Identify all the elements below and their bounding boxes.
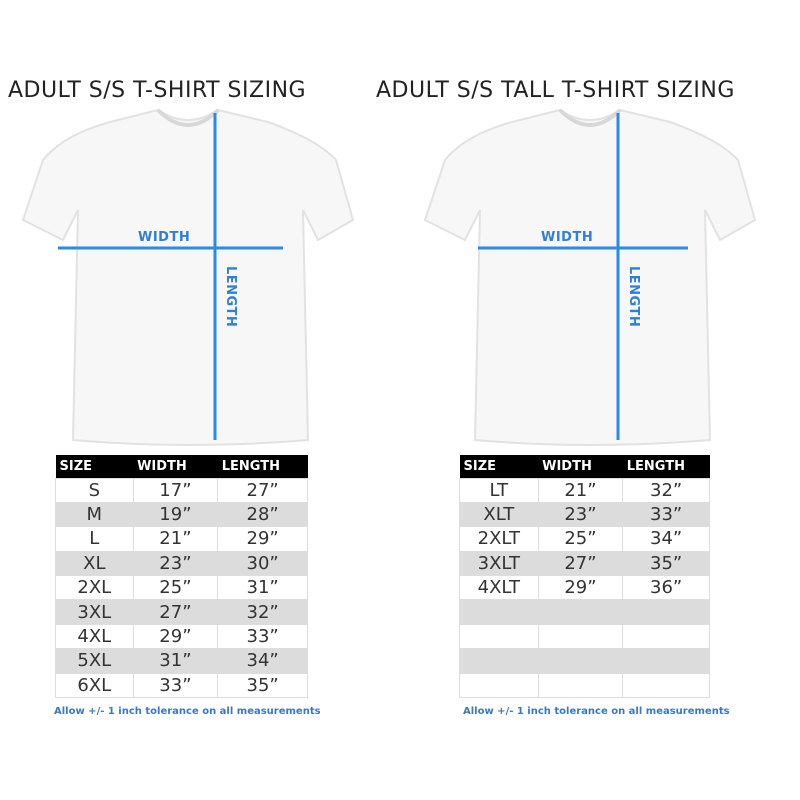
table-cell <box>537 623 624 650</box>
tshirt-image-tall <box>423 108 757 446</box>
table-cell: 34” <box>217 648 308 674</box>
table-cell: 6XL <box>55 672 134 699</box>
table-cell: 27” <box>537 550 624 577</box>
tshirt-image-regular <box>21 108 355 446</box>
column-header: SIZE <box>459 455 539 478</box>
table-row <box>459 648 710 674</box>
table-row: 5XL 31” 34” <box>55 648 308 674</box>
column-header: LENGTH <box>217 455 308 478</box>
table-row: L 21” 29” <box>55 526 308 552</box>
table-row <box>459 672 710 699</box>
table-cell: 19” <box>132 501 219 528</box>
table-cell <box>459 599 539 625</box>
length-label: LENGTH <box>223 266 238 328</box>
table-row: 2XLT 25” 34” <box>459 526 710 552</box>
table-cell: 29” <box>132 623 219 650</box>
table-row: 4XL 29” 33” <box>55 623 308 650</box>
table-cell <box>622 672 710 699</box>
table-cell <box>537 648 624 674</box>
table-cell: 23” <box>132 550 219 577</box>
column-header: SIZE <box>55 455 134 478</box>
table-cell: 31” <box>217 575 308 601</box>
table-cell: LT <box>459 477 539 503</box>
column-header: WIDTH <box>538 455 623 478</box>
table-cell <box>459 623 539 650</box>
size-table-regular: SIZE WIDTH LENGTH S 17” 27” M 19” 28” L 21” 29” XL 23… <box>55 455 308 699</box>
table-cell: 4XL <box>55 623 134 650</box>
table-cell: 2XL <box>55 575 134 601</box>
width-label: WIDTH <box>138 230 191 245</box>
table-cell: 25” <box>132 575 219 601</box>
table-row: 4XLT 29” 36” <box>459 575 710 601</box>
tolerance-note: Allow +/- 1 inch tolerance on all measur… <box>54 706 321 717</box>
column-header: WIDTH <box>133 455 218 478</box>
table-cell: S <box>55 477 134 503</box>
table-cell <box>537 672 624 699</box>
table-cell: 3XL <box>55 599 134 625</box>
table-cell: 21” <box>132 526 219 552</box>
width-label: WIDTH <box>541 230 594 245</box>
table-cell: M <box>55 501 134 528</box>
table-cell: 2XLT <box>459 526 539 552</box>
table-row <box>459 599 710 625</box>
table-row: LT 21” 32” <box>459 477 710 503</box>
table-cell <box>537 599 624 625</box>
table-cell: 32” <box>622 477 710 503</box>
table-cell: 23” <box>537 501 624 528</box>
table-cell: 25” <box>537 526 624 552</box>
table-cell: 17” <box>132 477 219 503</box>
table-cell: 30” <box>217 550 308 577</box>
table-cell: 33” <box>622 501 710 528</box>
size-table-tall: SIZE WIDTH LENGTH LT 21” 32” XLT 23” 33” 2XLT 25” 3… <box>459 455 710 699</box>
column-header: LENGTH <box>622 455 710 478</box>
table-row: S 17” 27” <box>55 477 308 503</box>
table-row: 6XL 33” 35” <box>55 672 308 699</box>
table-cell: 33” <box>217 623 308 650</box>
table-cell: 3XLT <box>459 550 539 577</box>
table-cell: 36” <box>622 575 710 601</box>
table-cell: XL <box>55 550 134 577</box>
table-row: 2XL 25” 31” <box>55 575 308 601</box>
table-cell <box>622 599 710 625</box>
table-row: XLT 23” 33” <box>459 501 710 528</box>
table-cell: 27” <box>217 477 308 503</box>
table-cell: 28” <box>217 501 308 528</box>
table-cell: 31” <box>132 648 219 674</box>
table-cell <box>459 672 539 699</box>
table-cell <box>622 623 710 650</box>
title-regular: ADULT S/S T-SHIRT SIZING <box>8 78 307 103</box>
table-cell: 32” <box>217 599 308 625</box>
table-cell: 35” <box>217 672 308 699</box>
table-row: 3XLT 27” 35” <box>459 550 710 577</box>
table-cell: 5XL <box>55 648 134 674</box>
table-cell <box>622 648 710 674</box>
tolerance-note: Allow +/- 1 inch tolerance on all measur… <box>463 706 730 717</box>
table-cell: 29” <box>537 575 624 601</box>
table-header: SIZE WIDTH LENGTH <box>459 455 710 478</box>
table-cell: 35” <box>622 550 710 577</box>
table-header: SIZE WIDTH LENGTH <box>55 455 308 478</box>
table-cell: 27” <box>132 599 219 625</box>
title-tall: ADULT S/S TALL T-SHIRT SIZING <box>376 78 735 103</box>
table-cell: 34” <box>622 526 710 552</box>
table-cell: 33” <box>132 672 219 699</box>
table-row: XL 23” 30” <box>55 550 308 577</box>
table-cell: 29” <box>217 526 308 552</box>
table-cell: 21” <box>537 477 624 503</box>
table-row: M 19” 28” <box>55 501 308 528</box>
length-label: LENGTH <box>626 266 641 328</box>
table-cell: L <box>55 526 134 552</box>
table-row <box>459 623 710 650</box>
table-cell: XLT <box>459 501 539 528</box>
table-row: 3XL 27” 32” <box>55 599 308 625</box>
table-cell <box>459 648 539 674</box>
table-cell: 4XLT <box>459 575 539 601</box>
